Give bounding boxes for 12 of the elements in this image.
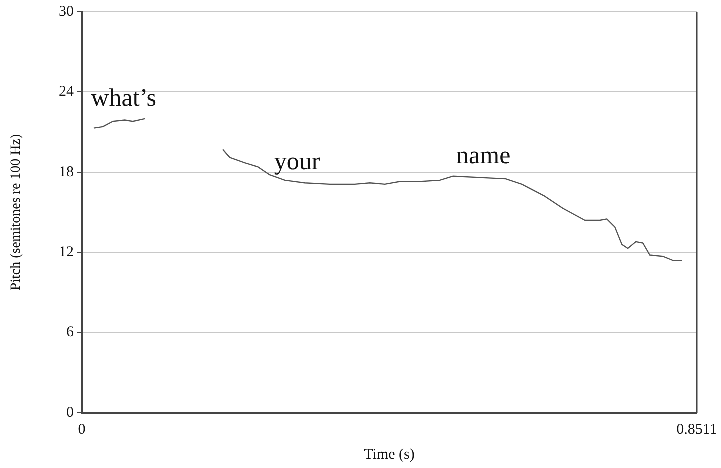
x-tick-label: 0.8511 — [676, 422, 718, 438]
y-tick-label: 18 — [59, 164, 74, 180]
annotation: name — [456, 142, 511, 170]
y-axis-title: Pitch (semitones re 100 Hz) — [9, 134, 24, 291]
annotation: your — [274, 148, 321, 176]
y-tick-label: 30 — [59, 4, 74, 20]
x-axis-title: Time (s) — [364, 446, 415, 463]
y-tick-label: 24 — [59, 84, 74, 100]
y-tick-label: 6 — [66, 324, 74, 341]
y-tick-label: 12 — [59, 244, 74, 261]
annotation: what’s — [91, 84, 156, 112]
y-tick-label: 0 — [66, 404, 74, 421]
